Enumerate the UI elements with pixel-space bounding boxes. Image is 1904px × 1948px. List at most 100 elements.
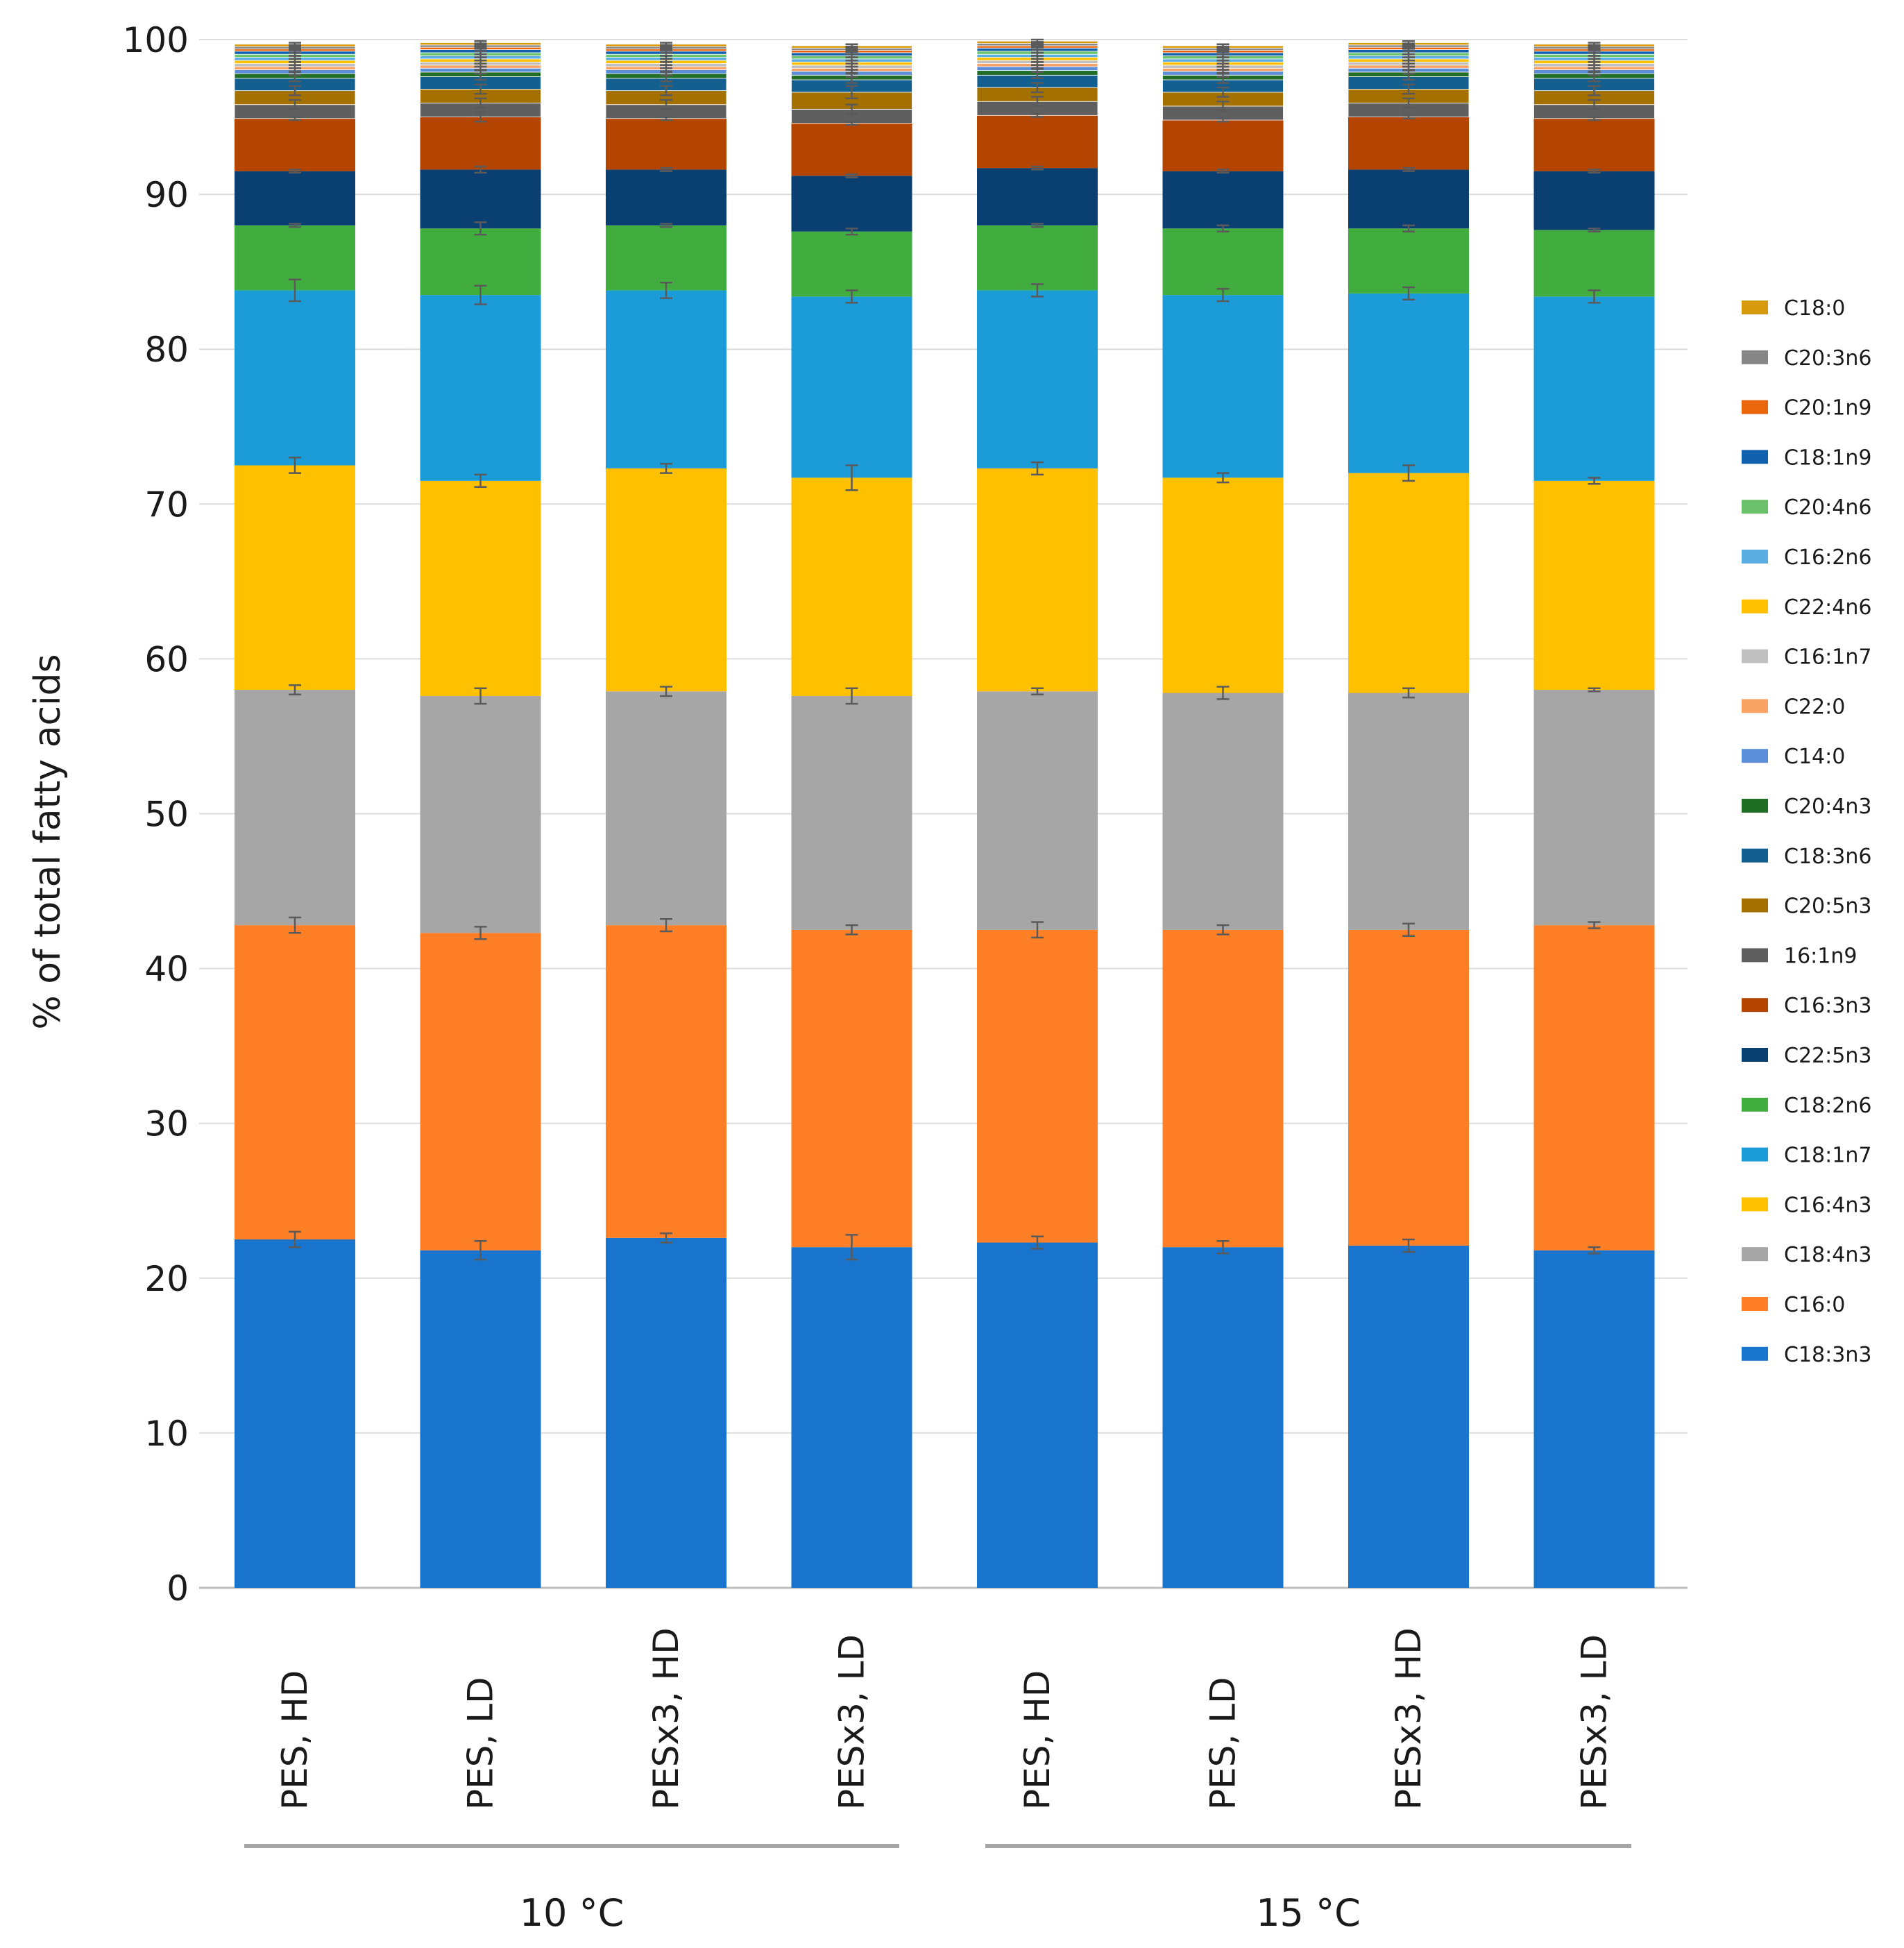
- y-tick-label: 40: [144, 949, 189, 990]
- bar-segment: [1162, 295, 1284, 478]
- category-label: PESx3, HD: [646, 1627, 686, 1810]
- legend-swatch: [1742, 550, 1768, 564]
- group-label: 15 °C: [1256, 1891, 1361, 1935]
- legend-swatch: [1742, 599, 1768, 613]
- bar-segment: [791, 296, 912, 478]
- legend-label: C18:4n3: [1784, 1243, 1871, 1267]
- legend-swatch: [1742, 799, 1768, 813]
- bar-segment: [235, 690, 355, 926]
- x-axis-categories: PES, HD PES, LD PESx3, HD PESx3, LD PES, HD P…: [275, 1627, 1615, 1810]
- legend-swatch: [1742, 649, 1768, 663]
- y-axis-ticks: 0 10 20 30 40 50 60 70 80 90 100: [123, 20, 189, 1609]
- bar-segment: [1348, 1245, 1469, 1588]
- legend-label: C18:2n6: [1784, 1094, 1871, 1118]
- bar-segment: [1533, 925, 1655, 1251]
- legend-swatch: [1742, 350, 1768, 364]
- category-label: PES, HD: [1017, 1670, 1057, 1810]
- bar-segment: [606, 1237, 726, 1588]
- bar-segment: [420, 480, 541, 696]
- legend-swatch: [1742, 1147, 1768, 1162]
- legend-label: C16:1n7: [1784, 645, 1871, 670]
- legend-swatch: [1742, 1197, 1768, 1212]
- legend-swatch: [1742, 1297, 1768, 1311]
- legend-swatch: [1742, 1247, 1768, 1262]
- legend-label: C18:3n3: [1784, 1343, 1871, 1367]
- bar-segment: [977, 115, 1098, 169]
- legend-label: C16:0: [1784, 1293, 1845, 1317]
- bar-segment: [1348, 169, 1469, 229]
- legend-label: C18:1n9: [1784, 446, 1871, 470]
- legend-swatch: [1742, 450, 1768, 464]
- y-tick-label: 60: [144, 639, 189, 679]
- bar-segment: [1533, 171, 1655, 230]
- bar-segment: [1162, 929, 1284, 1248]
- bar-segment: [1162, 477, 1284, 693]
- category-label: PESx3, HD: [1388, 1627, 1429, 1810]
- bar-segment: [977, 290, 1098, 468]
- legend-label: C14:0: [1784, 745, 1845, 769]
- bar-segment: [235, 290, 355, 466]
- legend-label: C18:3n6: [1784, 845, 1871, 869]
- bar-segment: [1162, 1247, 1284, 1588]
- y-tick-label: 10: [144, 1414, 189, 1454]
- legend-swatch: [1742, 998, 1768, 1013]
- bar-segment: [977, 1242, 1098, 1588]
- legend-label: C20:4n6: [1784, 496, 1871, 520]
- bar-segment: [420, 295, 541, 481]
- category-label: PES, HD: [275, 1670, 315, 1810]
- legend-label: C22:0: [1784, 695, 1845, 719]
- bar-segment: [235, 1239, 355, 1588]
- bar-segment: [235, 925, 355, 1240]
- y-tick-label: 50: [144, 795, 189, 835]
- legend-label: C16:3n3: [1784, 994, 1871, 1018]
- legend-label: C18:0: [1784, 296, 1845, 321]
- legend-swatch: [1742, 848, 1768, 863]
- bar-segment: [420, 1250, 541, 1588]
- bar-segment: [1162, 693, 1284, 930]
- bar-segment: [606, 468, 726, 692]
- bar-segment: [977, 168, 1098, 226]
- legend: C18:0 C20:3n6 C20:1n9 C18:1n9 C20:4n6 C16:2n6…: [1742, 296, 1871, 1367]
- bar-segment: [1348, 929, 1469, 1246]
- y-tick-label: 70: [144, 484, 189, 525]
- legend-swatch: [1742, 1048, 1768, 1062]
- bar-segment: [791, 231, 912, 297]
- bar-segment: [1348, 693, 1469, 930]
- bar-segment: [1162, 120, 1284, 171]
- bar-segment: [1533, 480, 1655, 691]
- bar-segment: [1348, 473, 1469, 693]
- bar-segment: [606, 925, 726, 1238]
- legend-swatch: [1742, 300, 1768, 314]
- bar-segment: [420, 169, 541, 229]
- legend-label: C22:5n3: [1784, 1044, 1871, 1068]
- bar-segment: [235, 118, 355, 171]
- legend-label: C16:2n6: [1784, 545, 1871, 570]
- y-tick-label: 90: [144, 175, 189, 215]
- legend-label: C20:4n3: [1784, 795, 1871, 819]
- bar-segment: [1348, 228, 1469, 294]
- legend-swatch: [1742, 1346, 1768, 1361]
- y-tick-label: 0: [167, 1568, 189, 1609]
- group-label: 10 °C: [520, 1891, 624, 1935]
- bar-segment: [420, 117, 541, 170]
- bar-segment: [235, 465, 355, 691]
- bar-segment: [791, 695, 912, 930]
- legend-label: C18:1n7: [1784, 1144, 1871, 1168]
- error-bars: [289, 38, 1601, 1261]
- bar-segment: [420, 933, 541, 1251]
- y-tick-label: 100: [123, 20, 189, 60]
- category-label: PESx3, LD: [832, 1634, 872, 1810]
- legend-label: C16:4n3: [1784, 1193, 1871, 1217]
- y-tick-label: 30: [144, 1104, 189, 1144]
- legend-swatch: [1742, 948, 1768, 963]
- bar-segment: [791, 123, 912, 176]
- legend-swatch: [1742, 898, 1768, 913]
- bar-segment: [1533, 690, 1655, 926]
- legend-swatch: [1742, 1097, 1768, 1112]
- bar-segment: [420, 228, 541, 296]
- bar-segment: [235, 171, 355, 226]
- bar-segment: [606, 225, 726, 291]
- bar-segment: [420, 695, 541, 933]
- legend-swatch: [1742, 400, 1768, 414]
